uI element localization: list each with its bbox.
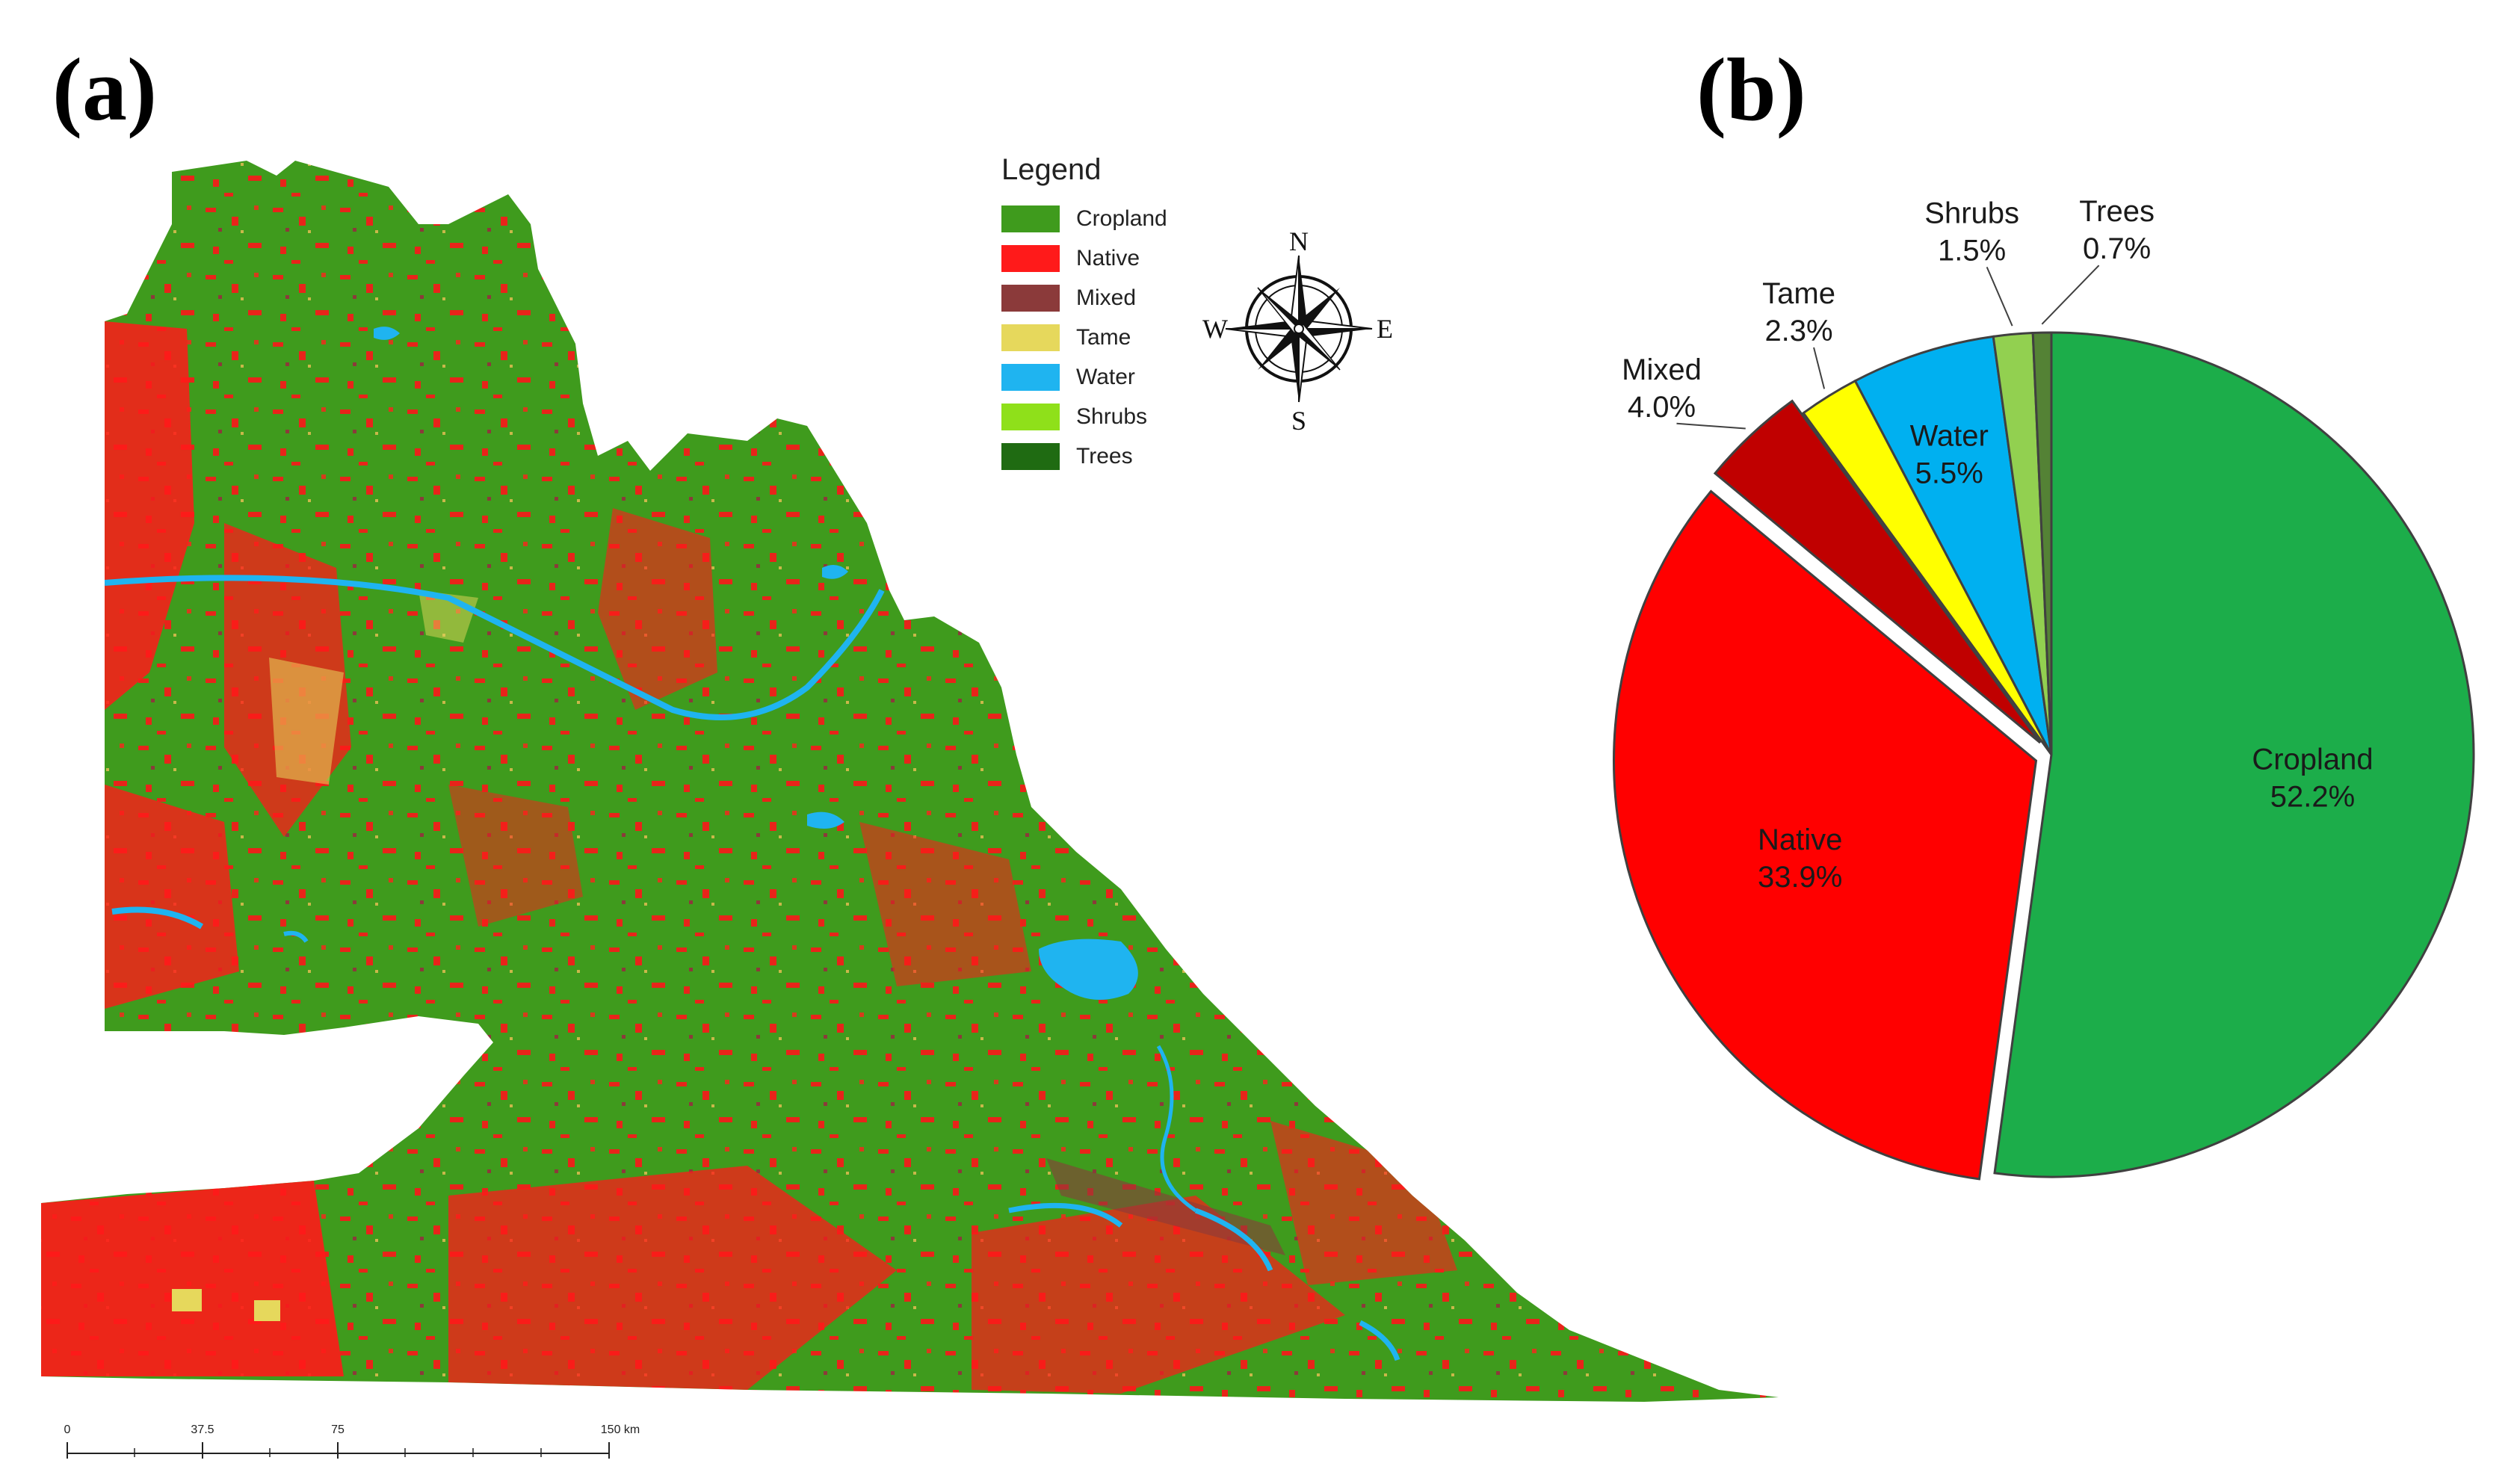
panel-label-a: (a)	[52, 40, 157, 139]
legend-label: Water	[1076, 364, 1135, 389]
compass-south: S	[1291, 406, 1306, 436]
compass-east: E	[1377, 314, 1393, 344]
legend-item-mixed: Mixed	[1001, 278, 1167, 318]
legend-swatch	[1001, 284, 1060, 312]
legend-item-cropland: Cropland	[1001, 199, 1167, 238]
map-legend: Legend Cropland Native Mixed Tame Water Shrub…	[1001, 153, 1167, 476]
legend-label: Shrubs	[1076, 404, 1148, 429]
map-area	[41, 161, 1779, 1402]
legend-swatch	[1001, 324, 1060, 351]
compass-north: N	[1289, 226, 1309, 256]
scale-tick-0: 0	[64, 1423, 71, 1436]
legend-swatch	[1001, 205, 1060, 232]
legend-item-native: Native	[1001, 238, 1167, 278]
legend-label: Mixed	[1076, 285, 1137, 310]
compass-rose: N S E W	[1202, 226, 1393, 436]
legend-label: Native	[1076, 245, 1140, 270]
legend-swatch	[1001, 363, 1060, 391]
legend-label: Tame	[1076, 324, 1131, 350]
scale-tick-75: 75	[331, 1423, 345, 1436]
compass-west: W	[1202, 314, 1228, 344]
legend-label: Cropland	[1076, 205, 1167, 231]
legend-swatch	[1001, 442, 1060, 470]
legend-swatch	[1001, 244, 1060, 272]
legend-swatch	[1001, 403, 1060, 430]
panel-label-b: (b)	[1696, 40, 1806, 139]
scale-bar: 0 37.5 75 150 km	[64, 1423, 640, 1459]
scale-tick-37-5: 37.5	[191, 1423, 214, 1436]
legend-item-tame: Tame	[1001, 318, 1167, 357]
scale-tick-150-km: 150 km	[601, 1423, 640, 1436]
legend-item-water: Water	[1001, 357, 1167, 397]
legend-label: Trees	[1076, 443, 1133, 469]
legend-item-trees: Trees	[1001, 436, 1167, 476]
legend-title: Legend	[1001, 153, 1102, 186]
legend-item-shrubs: Shrubs	[1001, 397, 1167, 436]
